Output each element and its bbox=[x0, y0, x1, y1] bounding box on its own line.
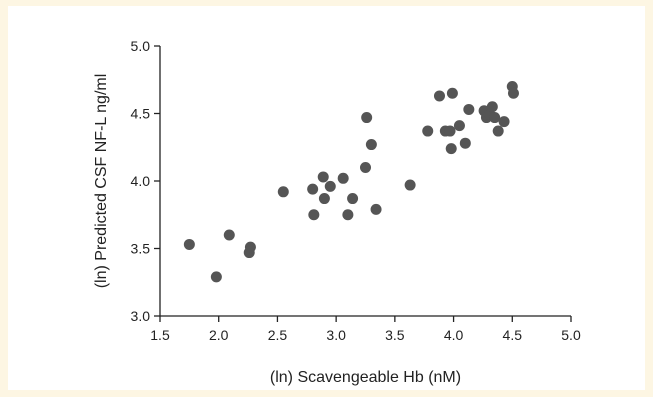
data-point bbox=[492, 125, 504, 137]
data-point bbox=[404, 179, 416, 191]
x-tick-label: 3.5 bbox=[385, 327, 405, 343]
data-point bbox=[453, 120, 465, 132]
x-tick-label: 2.0 bbox=[209, 327, 229, 343]
y-tick-label: 3.5 bbox=[131, 241, 151, 257]
data-point bbox=[444, 125, 456, 137]
data-point bbox=[498, 116, 510, 128]
data-point bbox=[277, 186, 289, 198]
data-point bbox=[433, 90, 445, 102]
y-tick-label: 4.0 bbox=[131, 173, 151, 189]
x-axis-label: (ln) Scavengeable Hb (nM) bbox=[270, 369, 461, 386]
chart-panel: 1.5 2.0 2.5 3.0 3.5 4.0 4.5 5.0 3.0 3.5 4.0 4.5 5.0… bbox=[8, 6, 645, 390]
data-point bbox=[360, 162, 371, 173]
x-tick-label: 4.5 bbox=[503, 327, 523, 343]
data-point bbox=[308, 209, 320, 221]
y-tick-label: 3.0 bbox=[131, 308, 151, 324]
data-point bbox=[463, 103, 475, 115]
data-point bbox=[342, 209, 354, 221]
x-tick-label: 5.0 bbox=[561, 327, 581, 343]
data-point bbox=[486, 101, 498, 113]
y-tick-label: 4.5 bbox=[131, 106, 151, 122]
data-point bbox=[446, 87, 458, 99]
data-point bbox=[307, 183, 319, 195]
y-tick-label: 5.0 bbox=[131, 38, 151, 54]
x-tick-label: 3.0 bbox=[326, 327, 346, 343]
data-point bbox=[507, 87, 519, 99]
x-tick-label: 2.5 bbox=[268, 327, 288, 343]
data-point bbox=[347, 193, 359, 205]
data-point bbox=[459, 137, 471, 149]
x-axis-ticks: 1.5 2.0 2.5 3.0 3.5 4.0 4.5 5.0 bbox=[150, 316, 581, 343]
y-axis-ticks: 3.0 3.5 4.0 4.5 5.0 bbox=[131, 38, 160, 324]
data-point bbox=[210, 271, 222, 283]
data-point bbox=[324, 180, 336, 192]
data-point bbox=[318, 193, 330, 205]
scatter-chart: 1.5 2.0 2.5 3.0 3.5 4.0 4.5 5.0 3.0 3.5 4.0 4.5 5.0… bbox=[93, 38, 581, 386]
data-point bbox=[244, 241, 256, 253]
data-point bbox=[445, 143, 457, 155]
y-axis-label: (ln) Predicted CSF NF-L ng/ml bbox=[93, 74, 110, 289]
data-point bbox=[422, 125, 434, 137]
data-point bbox=[337, 172, 349, 184]
data-point bbox=[370, 203, 382, 215]
data-point bbox=[489, 112, 501, 124]
data-point bbox=[361, 112, 373, 124]
data-point bbox=[317, 171, 329, 183]
data-point bbox=[183, 238, 195, 250]
data-point bbox=[223, 229, 235, 241]
x-tick-label: 1.5 bbox=[150, 327, 170, 343]
data-point bbox=[365, 139, 377, 151]
x-tick-label: 4.0 bbox=[444, 327, 464, 343]
data-points bbox=[183, 81, 519, 283]
